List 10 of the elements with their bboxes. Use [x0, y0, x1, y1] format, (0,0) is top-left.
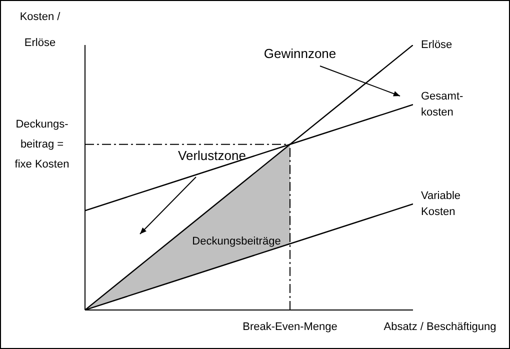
x-axis-title: Absatz / Beschäftigung — [384, 320, 496, 333]
legend-label: Gesamt-kosten — [421, 90, 464, 119]
annotation: Verlustzone — [178, 148, 246, 164]
ref-line-label: Deckungs-beitrag = fixe Kosten — [14, 118, 70, 170]
text: Break-Even-Menge — [242, 320, 338, 333]
annotation: Deckungsbeiträge — [192, 235, 281, 248]
annotation: Gewinnzone — [264, 46, 336, 62]
series-label: Erlöse — [421, 38, 452, 51]
series-label: Variable Kosten — [421, 190, 461, 218]
text: Kosten / Erlöse — [20, 10, 60, 49]
